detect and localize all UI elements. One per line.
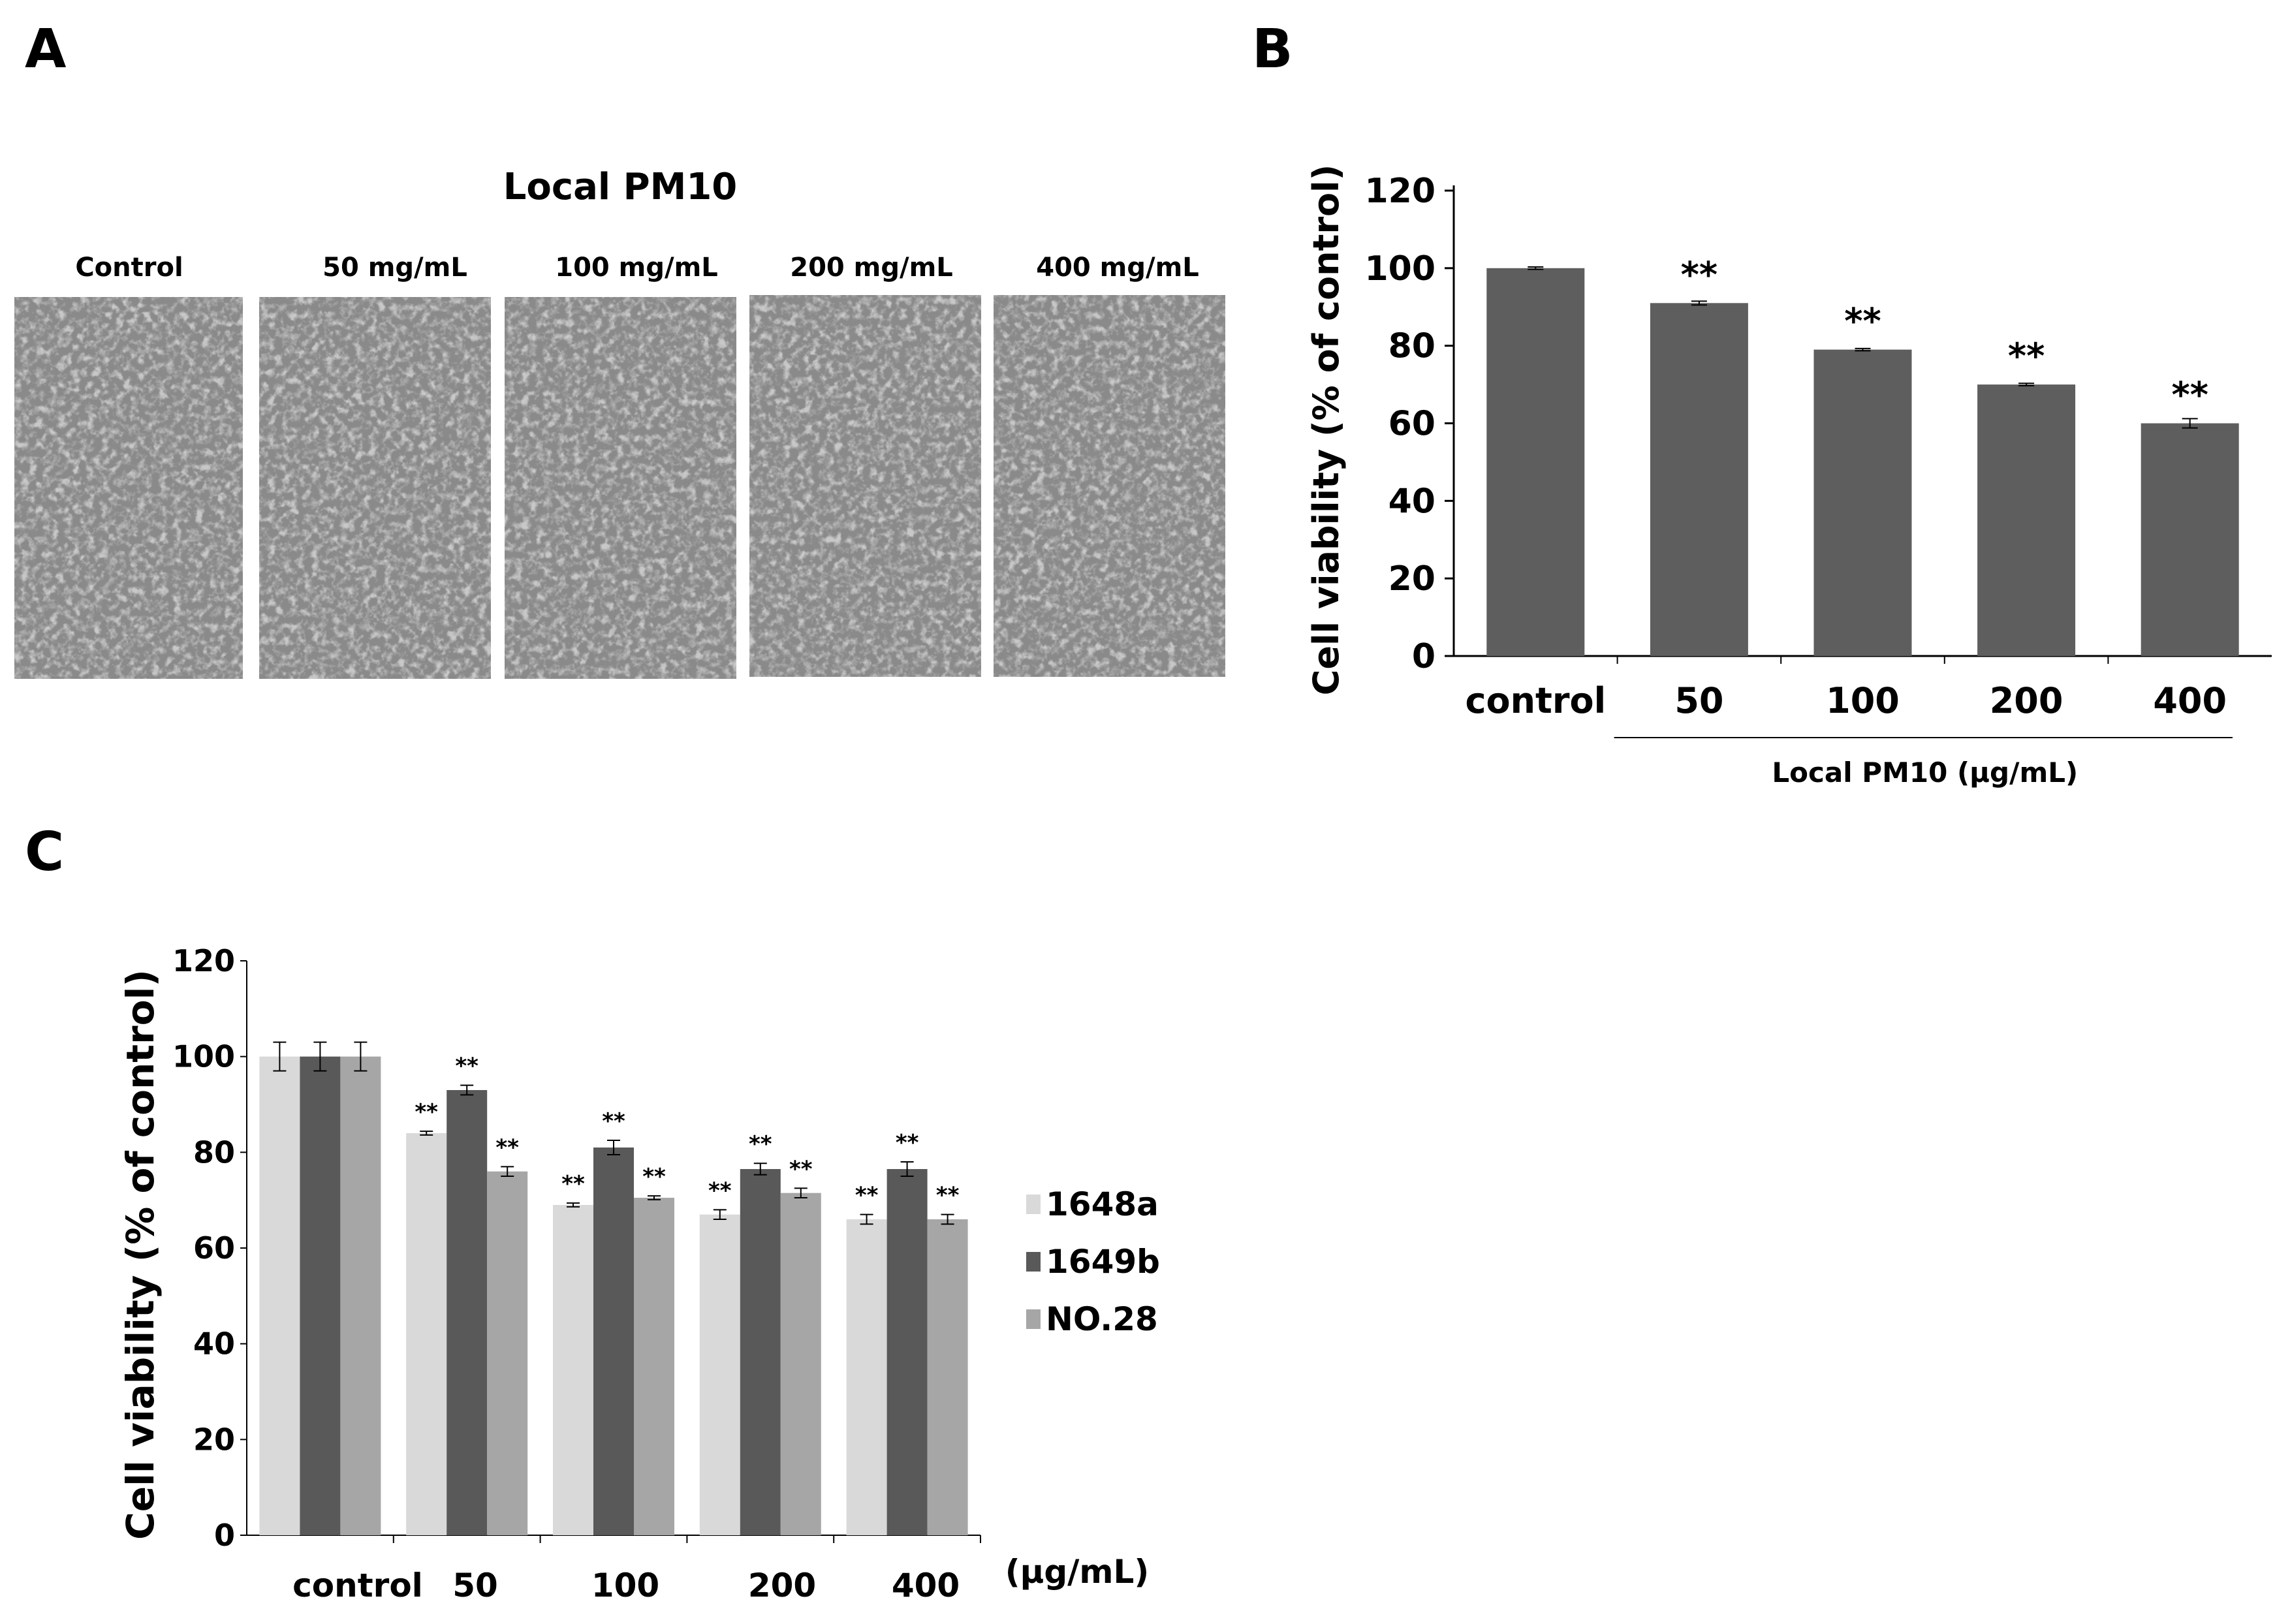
- y-tick-label: 20: [193, 1422, 235, 1457]
- x-tick-label: control: [1465, 680, 1606, 721]
- significance-marker: **: [455, 1054, 478, 1080]
- significance-marker: **: [2171, 375, 2208, 416]
- bar: [780, 1193, 821, 1535]
- micrograph-cells: [259, 297, 491, 679]
- micrograph-label: 50 mg/mL: [322, 253, 467, 283]
- bar: [553, 1205, 593, 1535]
- x-tick-label: 400: [2153, 680, 2227, 721]
- legend-swatch: [1026, 1309, 1041, 1329]
- x-axis-label: (μg/mL): [1005, 1553, 1150, 1591]
- micrograph-cells: [505, 297, 736, 679]
- x-tick-label: 400: [892, 1567, 960, 1604]
- significance-marker: **: [749, 1131, 772, 1157]
- y-tick-label: 0: [1412, 637, 1435, 676]
- bar: [927, 1219, 968, 1535]
- chart-c: 0 20 40 60 80 100 120 control ** ** ** 50 ** ** ** 100 *…: [118, 943, 1160, 1604]
- bar: [846, 1219, 887, 1535]
- bar: [740, 1169, 781, 1535]
- significance-marker: **: [2008, 336, 2045, 377]
- bar: [487, 1171, 528, 1535]
- significance-marker: **: [495, 1134, 519, 1161]
- x-tick-label: 50: [1674, 680, 1723, 721]
- significance-marker: **: [855, 1183, 879, 1209]
- y-axis-label: Cell viability (% of control): [118, 969, 163, 1540]
- y-tick-label: 100: [1364, 249, 1435, 289]
- y-tick-label: 100: [172, 1039, 235, 1074]
- bar: [2141, 423, 2239, 656]
- x-tick-label: 100: [1826, 680, 1900, 721]
- significance-marker: **: [561, 1171, 585, 1197]
- chart-b: 0 20 40 60 80 100 120 control ** 50 ** 100 ** 200 ** 40…: [1306, 164, 2272, 789]
- x-tick-label: 100: [591, 1567, 659, 1604]
- legend-swatch: [1026, 1195, 1041, 1214]
- significance-marker: **: [642, 1164, 666, 1190]
- panel-a-title: Local PM10: [503, 166, 738, 208]
- y-tick-label: 60: [193, 1230, 235, 1266]
- y-tick-label: 40: [193, 1326, 235, 1362]
- bar: [634, 1198, 674, 1535]
- bar: [593, 1148, 634, 1535]
- legend-label: NO.28: [1046, 1300, 1158, 1338]
- panel-c-letter: C: [25, 821, 65, 883]
- significance-marker: **: [896, 1130, 919, 1156]
- bar: [1977, 384, 2076, 656]
- bar: [340, 1056, 381, 1535]
- y-tick-label: 80: [1388, 327, 1435, 366]
- bar: [1813, 349, 1912, 656]
- micrograph-label: 100 mg/mL: [555, 253, 718, 283]
- significance-marker: **: [936, 1183, 960, 1209]
- y-tick-label: 40: [1388, 482, 1435, 521]
- panel-a-micrographs: Local PM10 Control 50 mg/mL 100 mg/mL 200 m…: [14, 166, 1225, 679]
- legend-label: 1648a: [1046, 1185, 1159, 1223]
- y-axis-label: Cell viability (% of control): [1306, 164, 1347, 695]
- micrograph-label: Control: [75, 253, 183, 283]
- micrograph-image: [505, 297, 736, 679]
- y-tick-label: 120: [172, 943, 235, 978]
- micrograph-cells: [994, 295, 1225, 677]
- y-tick-label: 60: [1388, 405, 1435, 444]
- x-tick-label: 50: [452, 1567, 498, 1604]
- micrograph-cells: [14, 297, 243, 679]
- significance-marker: **: [602, 1108, 625, 1134]
- x-tick-label: control: [292, 1567, 423, 1604]
- micrograph-image: [14, 297, 243, 679]
- micrograph-label: 400 mg/mL: [1036, 253, 1199, 283]
- significance-marker: **: [708, 1178, 732, 1204]
- micrograph-image: [749, 295, 981, 677]
- bar: [699, 1214, 740, 1535]
- y-tick-label: 120: [1364, 172, 1435, 211]
- bar: [447, 1090, 488, 1535]
- x-tick-label: 200: [748, 1567, 816, 1604]
- bar: [1486, 268, 1585, 656]
- legend-label: 1649b: [1046, 1243, 1160, 1281]
- bar: [406, 1133, 447, 1535]
- micrograph-image: [259, 297, 491, 679]
- legend-swatch: [1026, 1252, 1041, 1272]
- significance-marker: **: [415, 1099, 438, 1125]
- bar: [259, 1056, 300, 1535]
- micrograph-cells: [749, 295, 981, 677]
- panel-b-letter: B: [1252, 18, 1293, 80]
- significance-marker: **: [789, 1156, 813, 1182]
- micrograph-label: 200 mg/mL: [790, 253, 953, 283]
- x-tick-label: 200: [1990, 680, 2063, 721]
- y-tick-label: 0: [214, 1518, 235, 1553]
- bar: [300, 1056, 341, 1535]
- significance-marker: **: [1844, 301, 1881, 342]
- micrograph-image: [994, 295, 1225, 677]
- bar: [886, 1169, 928, 1535]
- x-axis-label: Local PM10 (μg/mL): [1772, 757, 2078, 789]
- significance-marker: **: [1681, 254, 1717, 295]
- panel-a-letter: A: [25, 18, 67, 80]
- y-tick-label: 20: [1388, 559, 1435, 599]
- bar: [1650, 303, 1748, 656]
- y-tick-label: 80: [193, 1134, 235, 1170]
